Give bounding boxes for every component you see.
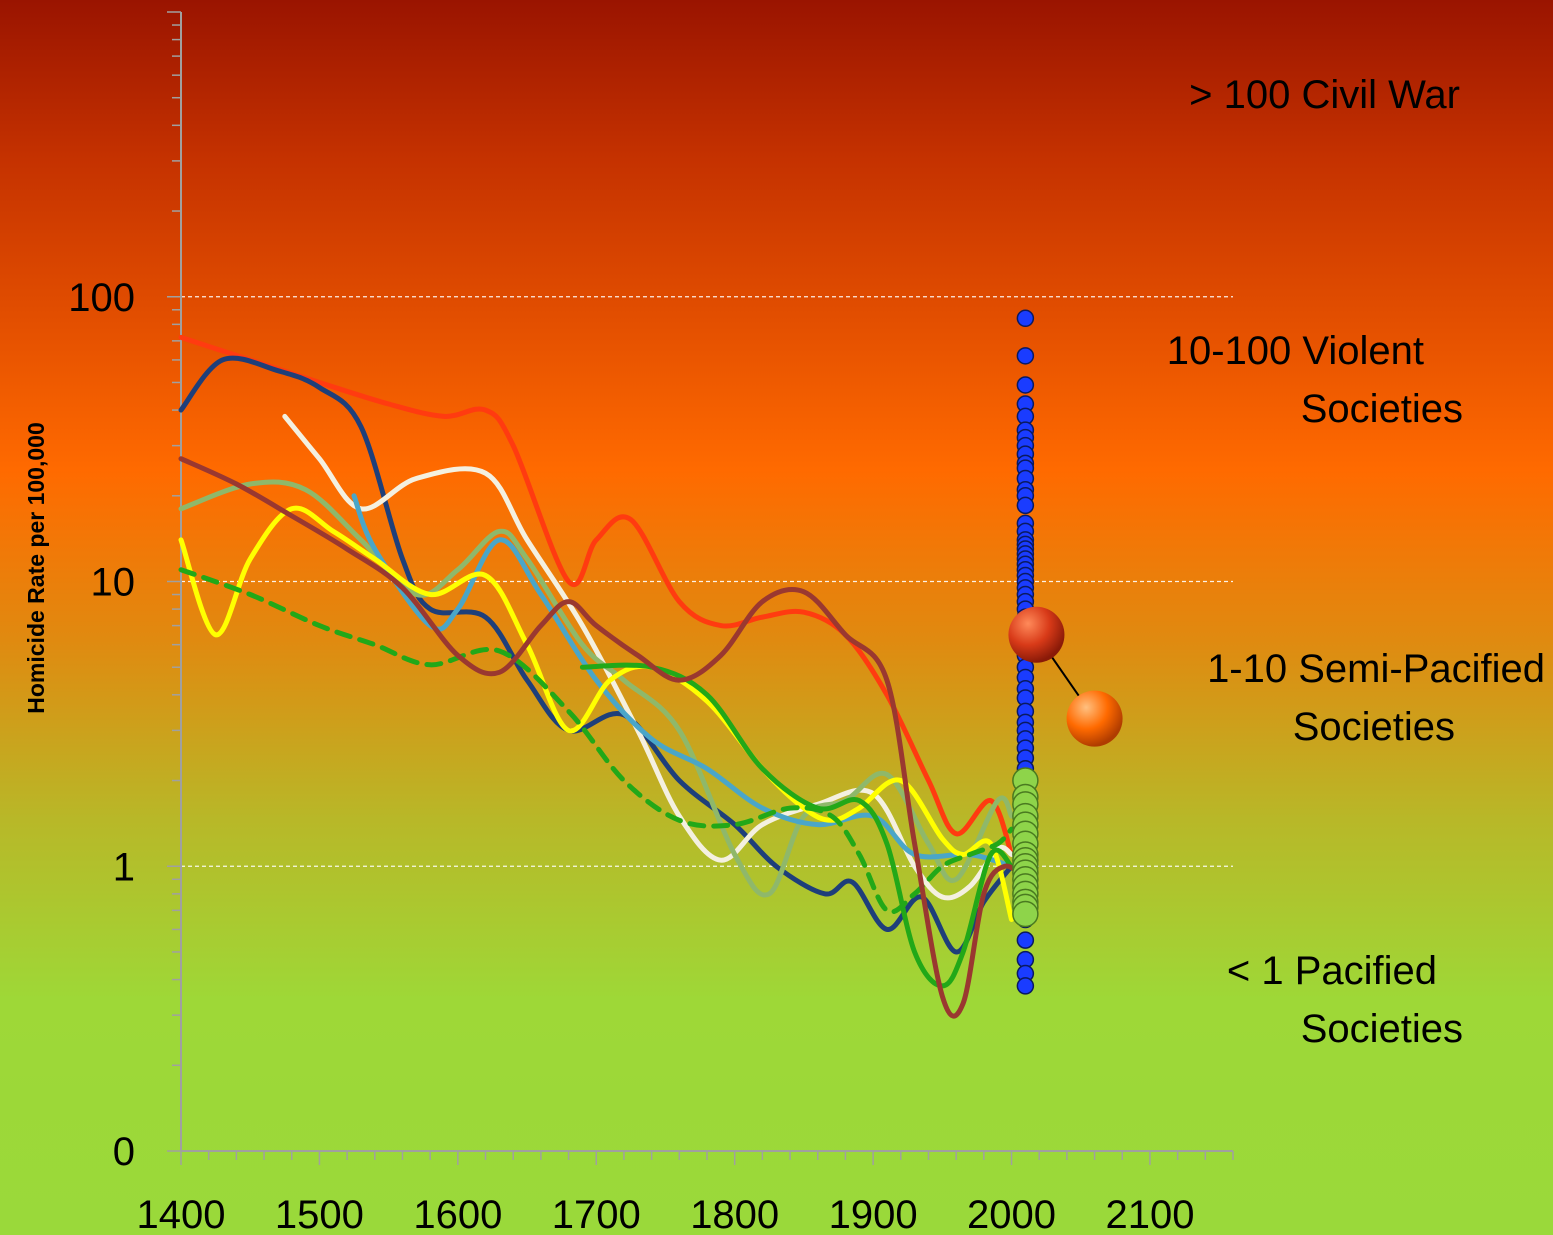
y-tick-label: 10 bbox=[91, 561, 136, 605]
series-line-7 bbox=[579, 662, 1014, 989]
band-label: Societies bbox=[1301, 1007, 1463, 1051]
series-line-8 bbox=[178, 567, 1014, 915]
y-tick-label: 0 bbox=[113, 1130, 135, 1174]
series-line-3 bbox=[282, 413, 1014, 901]
series-lines bbox=[178, 334, 1028, 1019]
highlight-point-red bbox=[1008, 606, 1065, 663]
scatter-point-blue bbox=[1016, 309, 1035, 328]
x-tick-label: 1900 bbox=[829, 1193, 918, 1235]
x-tick-label: 1500 bbox=[275, 1193, 364, 1235]
series-line-1 bbox=[178, 334, 1014, 857]
highlight-points bbox=[1008, 606, 1123, 747]
scatter-point-blue bbox=[1016, 347, 1035, 365]
gridlines bbox=[181, 296, 1233, 867]
band-label: 10-100 Violent bbox=[1167, 329, 1424, 373]
x-tick-label: 2000 bbox=[967, 1193, 1056, 1235]
scatter-point-blue bbox=[1016, 496, 1035, 515]
y-axis-title: Homicide Rate per 100,000 bbox=[23, 422, 49, 713]
band-label: 1-10 Semi-Pacified bbox=[1207, 647, 1545, 691]
y-tick-label: 100 bbox=[68, 276, 135, 320]
y-tick-label: 1 bbox=[113, 845, 135, 889]
highlight-point-orange bbox=[1066, 690, 1123, 747]
band-labels: > 100 Civil War 10-100 Violent Societies 1-… bbox=[1167, 73, 1545, 1051]
band-label: Societies bbox=[1293, 705, 1455, 749]
series-line-9 bbox=[178, 456, 1028, 1019]
band-label: Societies bbox=[1301, 387, 1463, 431]
x-tick-label: 1700 bbox=[552, 1193, 641, 1235]
tick-labels: 1400 1500 1600 1700 1800 1900 2000 2100 0 1 10 100 bbox=[68, 276, 1194, 1235]
band-label: < 1 Pacified bbox=[1227, 949, 1437, 993]
scatter-point-blue bbox=[1016, 931, 1035, 949]
x-tick-label: 2100 bbox=[1105, 1193, 1194, 1235]
axes bbox=[167, 11, 1234, 1165]
x-tick-label: 1600 bbox=[413, 1193, 502, 1235]
band-label: > 100 Civil War bbox=[1189, 73, 1460, 117]
series-line-6 bbox=[178, 505, 1014, 922]
series-line-5 bbox=[351, 493, 1014, 869]
scatter-point-blue bbox=[1016, 376, 1035, 394]
scatter-point-green bbox=[1012, 900, 1039, 928]
series-line-4 bbox=[178, 479, 1014, 898]
scatter-point-blue bbox=[1016, 977, 1035, 995]
x-tick-label: 1800 bbox=[690, 1193, 779, 1235]
x-tick-label: 1400 bbox=[137, 1193, 226, 1235]
